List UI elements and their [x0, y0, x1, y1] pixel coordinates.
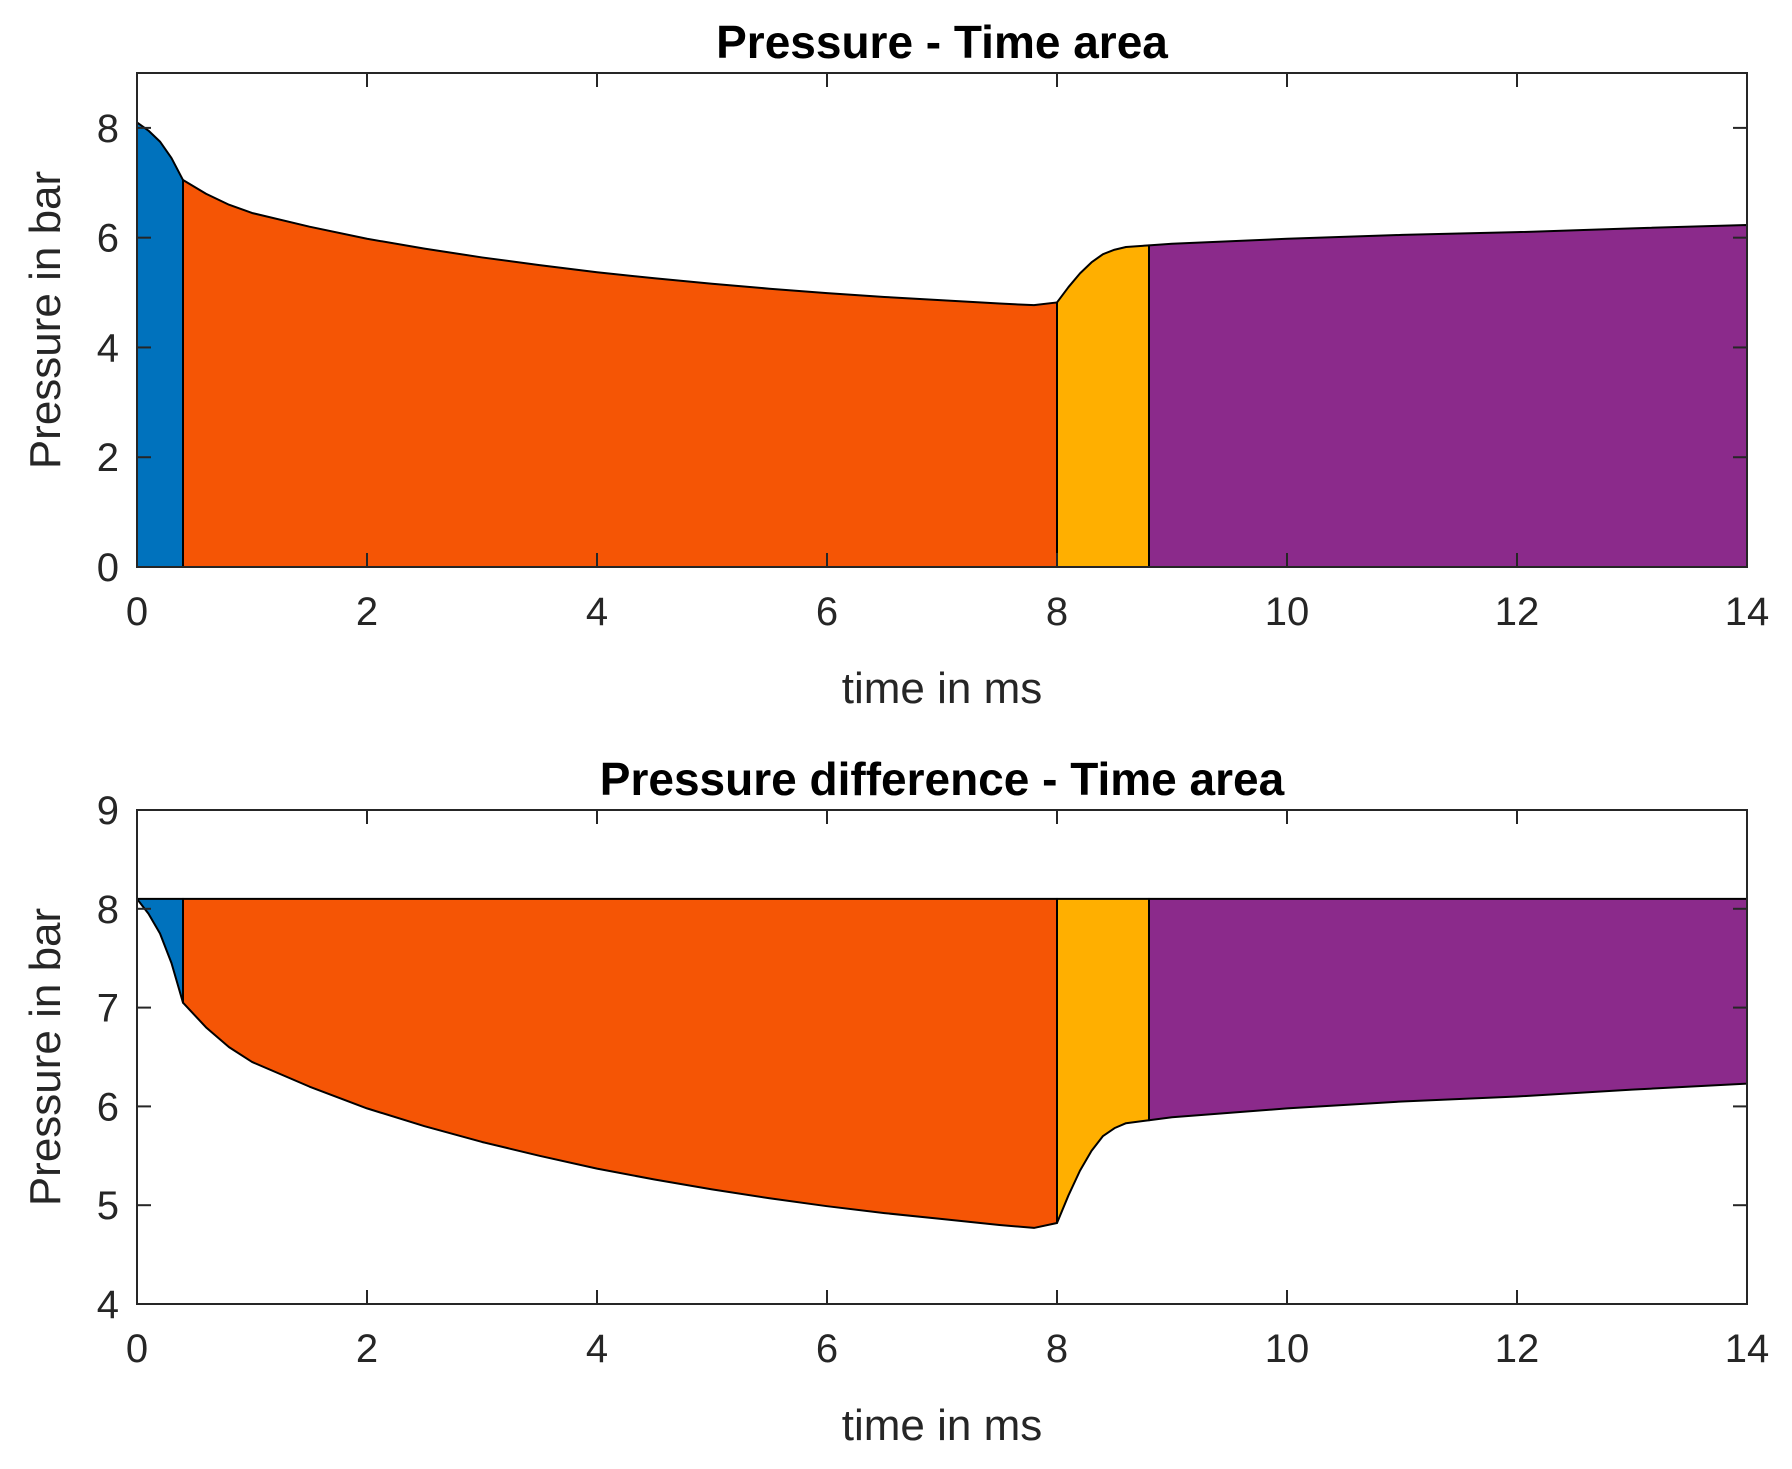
plot-frame	[136, 809, 1748, 1305]
x-axis-label: time in ms	[842, 1401, 1042, 1450]
y-tick-label: 6	[97, 1085, 119, 1129]
chart-title: Pressure - Time area	[716, 16, 1168, 68]
x-tick-label: 8	[1046, 1327, 1068, 1371]
area-group	[136, 897, 1748, 1229]
area-phase-1	[136, 897, 184, 1004]
x-tick-label: 4	[586, 1327, 608, 1371]
chart-pressure-difference-time-area: Pressure difference - Time area 0 2 4 6 8 10 1…	[21, 753, 1769, 1450]
y-tick-label: 4	[97, 1283, 119, 1327]
x-tick-label: 6	[816, 1327, 838, 1371]
area-phase-4	[1148, 224, 1748, 568]
x-tick-label: 2	[356, 1327, 378, 1371]
area-phase-4	[1148, 897, 1748, 1122]
x-tick-label: 10	[1265, 1327, 1310, 1371]
y-tick-label: 7	[97, 987, 119, 1031]
tick-group: 0 2 4 6 8 10 12 14 0 2 4 6 8	[97, 73, 1770, 634]
chart-title: Pressure difference - Time area	[600, 753, 1285, 805]
y-tick-label: 6	[97, 217, 119, 261]
area-phase-1	[136, 121, 184, 568]
y-tick-label: 4	[97, 326, 119, 370]
x-tick-label: 8	[1046, 590, 1068, 634]
x-tick-label: 12	[1495, 590, 1540, 634]
chart-pressure-time-area: Pressure - Time area 0 2 4 6 8 10 12 14 0 2 4 6 8 ti…	[21, 16, 1769, 713]
plot-frame	[136, 72, 1748, 568]
tick-group: 0 2 4 6 8 10 12 14 4 5 6 7 8 9	[97, 789, 1770, 1371]
x-tick-label: 12	[1495, 1327, 1540, 1371]
area-phase-3	[1056, 244, 1150, 568]
y-tick-label: 8	[97, 888, 119, 932]
y-axis-label: Pressure in bar	[21, 171, 70, 469]
x-axis-label: time in ms	[842, 664, 1042, 713]
y-tick-label: 5	[97, 1184, 119, 1228]
y-tick-label: 9	[97, 789, 119, 833]
x-tick-label: 6	[816, 590, 838, 634]
x-tick-label: 10	[1265, 590, 1310, 634]
y-tick-label: 2	[97, 436, 119, 480]
x-tick-label: 0	[126, 1327, 148, 1371]
y-tick-label: 0	[97, 546, 119, 590]
area-phase-3	[1056, 897, 1150, 1224]
x-tick-label: 4	[586, 590, 608, 634]
x-tick-label: 14	[1725, 1327, 1770, 1371]
area-phase-2	[182, 179, 1058, 568]
x-tick-label: 2	[356, 590, 378, 634]
x-tick-label: 0	[126, 590, 148, 634]
area-phase-2	[182, 897, 1058, 1229]
y-tick-label: 8	[97, 107, 119, 151]
y-axis-label: Pressure in bar	[21, 908, 70, 1206]
area-group	[136, 121, 1748, 568]
x-tick-label: 14	[1725, 590, 1770, 634]
